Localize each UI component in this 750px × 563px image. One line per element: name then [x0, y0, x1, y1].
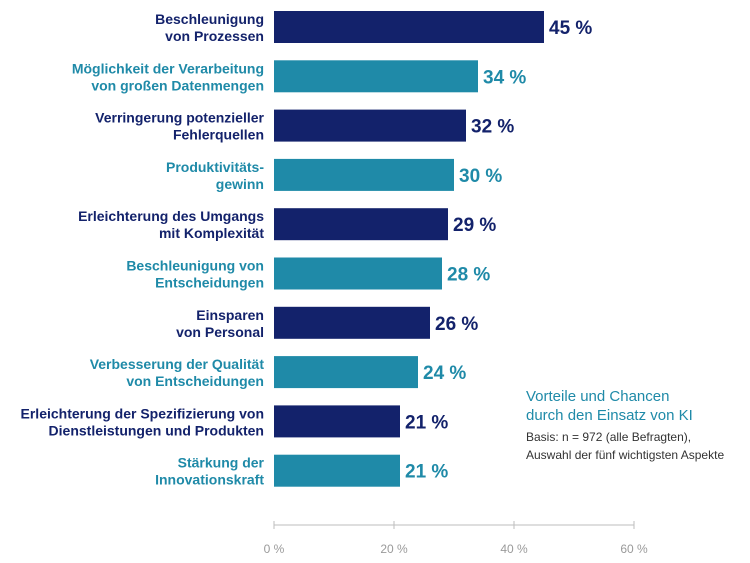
value-label: 26 % [435, 314, 478, 335]
bar [274, 257, 442, 290]
bar [274, 158, 454, 191]
category-label: von großen Datenmengen [91, 77, 264, 93]
category-label: Dienstleistungen und Produkten [49, 422, 264, 438]
x-tick-label: 40 % [500, 542, 528, 556]
legend-note: Auswahl der fünf wichtigsten Aspekte [526, 448, 724, 462]
category-label: Entscheidungen [155, 275, 264, 291]
bar [274, 109, 466, 142]
bar [274, 208, 448, 241]
value-label: 21 % [405, 462, 448, 483]
value-label: 30 % [459, 166, 502, 187]
value-label: 45 % [549, 18, 592, 39]
bar [274, 11, 544, 43]
category-label: Erleichterung des Umgangs [78, 208, 264, 224]
category-label: mit Komplexität [159, 225, 264, 241]
category-label: Verringerung potenzieller [95, 110, 264, 126]
bar [274, 454, 400, 487]
category-label: von Entscheidungen [126, 373, 264, 389]
category-label: Beschleunigung [155, 11, 264, 27]
category-label: von Personal [176, 324, 264, 340]
value-label: 34 % [483, 67, 526, 88]
bar [274, 306, 430, 339]
legend-note: Basis: n = 972 (alle Befragten), [526, 430, 691, 444]
x-tick-label: 20 % [380, 542, 408, 556]
category-label: Stärkung der [178, 455, 265, 471]
category-label: Produktivitäts- [166, 159, 264, 175]
bar [274, 356, 418, 389]
category-label: Einsparen [196, 307, 264, 323]
bar [274, 405, 400, 438]
value-label: 21 % [405, 412, 448, 433]
category-label: Beschleunigung von [126, 258, 264, 274]
x-tick-label: 0 % [264, 542, 285, 556]
category-label: von Prozessen [165, 28, 264, 44]
value-label: 24 % [423, 363, 466, 384]
value-label: 28 % [447, 265, 490, 286]
category-label: gewinn [216, 176, 264, 192]
category-label: Verbesserung der Qualität [90, 356, 265, 372]
legend-title: Vorteile und Chancen [526, 388, 669, 405]
x-tick-label: 60 % [620, 542, 648, 556]
category-label: Möglichkeit der Verarbeitung [72, 60, 264, 76]
category-label: Innovationskraft [155, 472, 264, 488]
bar [274, 60, 478, 93]
category-label: Erleichterung der Spezifizierung von [21, 405, 264, 421]
legend-title: durch den Einsatz von KI [526, 407, 693, 424]
value-label: 32 % [471, 117, 514, 138]
category-label: Fehlerquellen [173, 127, 264, 143]
value-label: 29 % [453, 215, 496, 236]
